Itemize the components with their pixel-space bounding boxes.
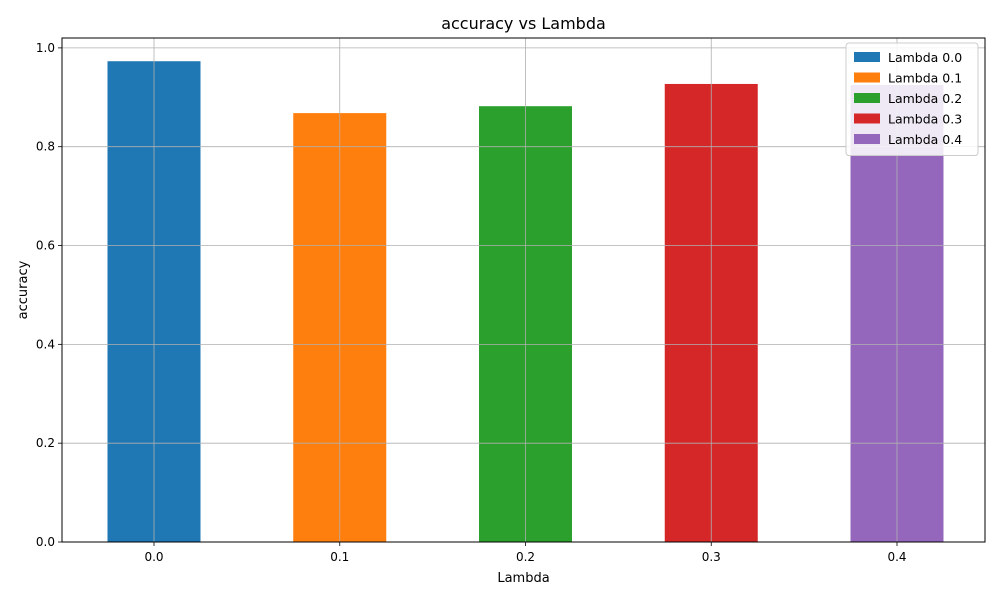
legend-box [845, 42, 979, 156]
legend-swatch [854, 134, 880, 144]
plot-frame [61, 37, 986, 543]
y-tick-label: 0.4 [36, 337, 55, 351]
y-tick-label: 0.0 [36, 535, 55, 549]
legend-swatch [854, 52, 880, 62]
y-tick-label: 0.2 [36, 436, 55, 450]
y-axis-label: accuracy [16, 260, 31, 319]
legend-label: Lambda 0.1 [888, 71, 962, 86]
x-ticks: 0.0 0.1 0.2 0.3 0.4 [144, 542, 907, 564]
legend-swatch [854, 72, 880, 83]
legend-label: Lambda 0.4 [888, 132, 962, 147]
legend: Lambda 0.0 Lambda 0.1 Lambda 0.2 Lambda 0.3… [845, 42, 979, 156]
legend-label: Lambda 0.2 [888, 91, 962, 106]
legend-swatch [854, 113, 880, 124]
x-tick-label: 0.0 [144, 550, 163, 564]
y-tick-label: 1.0 [36, 41, 55, 55]
y-ticks: 0.0 0.2 0.4 0.6 0.8 1.0 [36, 41, 62, 549]
y-tick-label: 0.8 [36, 140, 55, 154]
y-tick-label: 0.6 [36, 239, 55, 253]
x-tick-label: 0.1 [330, 550, 349, 564]
legend-swatch [854, 93, 880, 103]
chart-title: accuracy vs Lambda [441, 14, 606, 33]
legend-label: Lambda 0.3 [888, 112, 962, 127]
x-axis-label: Lambda [497, 571, 549, 586]
x-tick-label: 0.3 [702, 550, 721, 564]
legend-label: Lambda 0.0 [888, 50, 962, 65]
x-tick-label: 0.2 [516, 550, 535, 564]
x-tick-label: 0.4 [887, 550, 906, 564]
